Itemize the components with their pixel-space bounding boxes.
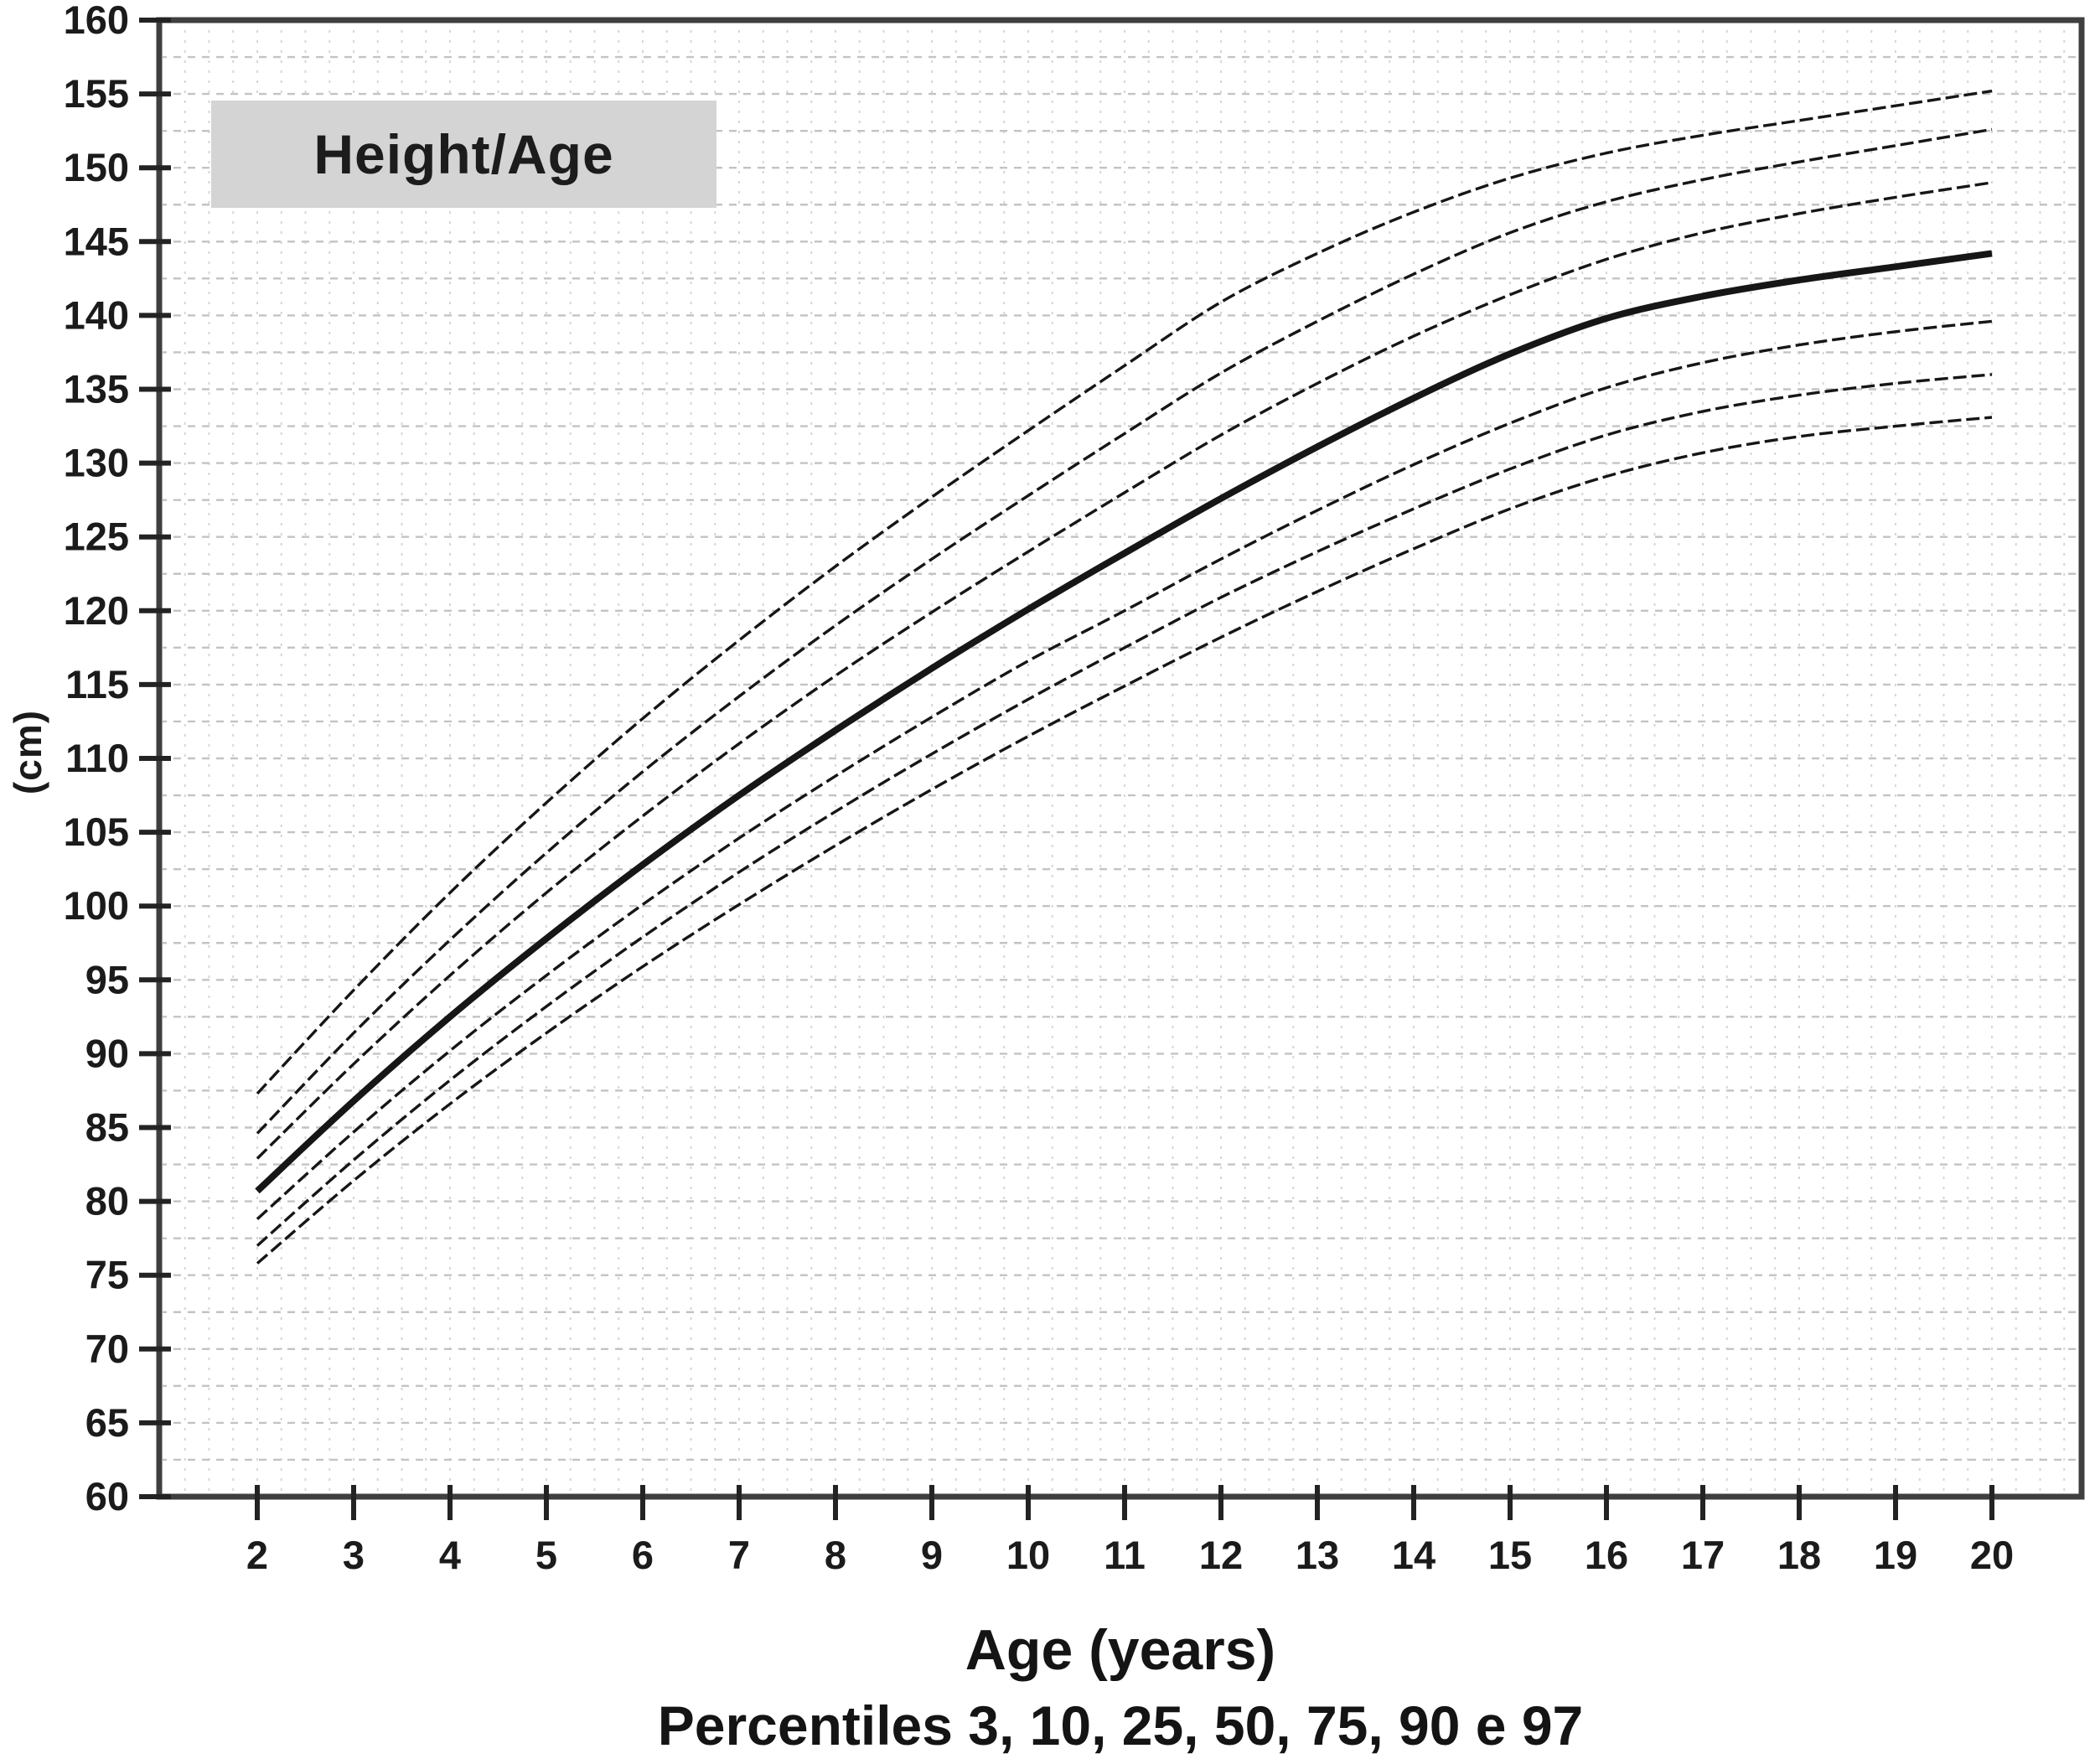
y-tick-label: 110 — [65, 736, 129, 780]
x-tick-label: 15 — [1488, 1533, 1532, 1577]
y-axis: 60 65 70 75 80 85 90 95 100 105 110 115 120 125 130 135… — [64, 0, 171, 1518]
y-tick-label: 140 — [64, 292, 129, 337]
x-tick-label: 18 — [1777, 1533, 1821, 1577]
y-tick-label: 155 — [64, 71, 129, 116]
percentile-curve-p75 — [256, 181, 1993, 1160]
y-tick-label: 105 — [64, 810, 129, 854]
x-tick-label: 2 — [246, 1533, 268, 1577]
grid-layer — [163, 23, 2078, 1493]
y-tick-label: 160 — [64, 0, 129, 42]
y-tick-label: 135 — [64, 367, 129, 411]
y-tick-label: 95 — [85, 957, 129, 1001]
x-tick-label: 17 — [1681, 1533, 1725, 1577]
x-tick-label: 5 — [535, 1533, 557, 1577]
percentile-curves — [255, 89, 1993, 1265]
x-tick-label: 19 — [1874, 1533, 1917, 1577]
y-tick-label: 115 — [65, 662, 129, 706]
y-tick-label: 130 — [64, 441, 129, 485]
chart-title-box: Height/Age — [211, 101, 716, 208]
y-tick-label: 120 — [64, 588, 129, 633]
y-tick-label: 60 — [85, 1474, 129, 1518]
percentile-curve-p90 — [256, 127, 1993, 1135]
x-tick-label: 20 — [1970, 1533, 2014, 1577]
y-tick-label: 90 — [85, 1031, 129, 1075]
y-tick-label: 75 — [85, 1253, 129, 1297]
x-axis-label: Age (years) — [965, 1618, 1276, 1682]
x-tick-label: 3 — [343, 1533, 365, 1577]
x-tick-label: 14 — [1392, 1533, 1435, 1577]
y-tick-label: 70 — [85, 1327, 129, 1371]
y-tick-label: 80 — [85, 1179, 129, 1223]
percentiles-caption: Percentiles 3, 10, 25, 50, 75, 90 e 97 — [657, 1694, 1584, 1756]
y-axis-unit-label: (cm) — [6, 709, 49, 795]
x-tick-label: 16 — [1585, 1533, 1628, 1577]
x-tick-label: 8 — [825, 1533, 846, 1577]
percentile-curve-p25 — [256, 319, 1993, 1220]
percentile-curve-p3 — [256, 416, 1993, 1265]
x-tick-label: 6 — [632, 1533, 654, 1577]
x-tick-label: 9 — [921, 1533, 943, 1577]
x-tick-label: 4 — [439, 1533, 461, 1577]
x-tick-label: 13 — [1296, 1533, 1339, 1577]
x-tick-label: 10 — [1006, 1533, 1050, 1577]
percentile-curve-p97 — [256, 89, 1993, 1095]
y-tick-label: 125 — [64, 515, 129, 559]
x-tick-label: 7 — [728, 1533, 750, 1577]
chart-title: Height/Age — [313, 123, 614, 185]
y-tick-label: 150 — [64, 145, 129, 189]
x-tick-label: 11 — [1104, 1533, 1146, 1577]
y-tick-label: 65 — [85, 1400, 129, 1445]
y-tick-label: 100 — [64, 883, 129, 928]
x-tick-label: 12 — [1199, 1533, 1243, 1577]
x-axis: 2 3 4 5 6 7 8 9 10 11 12 13 14 15 16 17 18 19 20 — [246, 1485, 2014, 1577]
y-tick-label: 85 — [85, 1105, 129, 1150]
percentile-curve-p10 — [256, 373, 1993, 1247]
y-tick-label: 145 — [64, 219, 129, 263]
percentile-curve-p50 — [255, 250, 1993, 1194]
